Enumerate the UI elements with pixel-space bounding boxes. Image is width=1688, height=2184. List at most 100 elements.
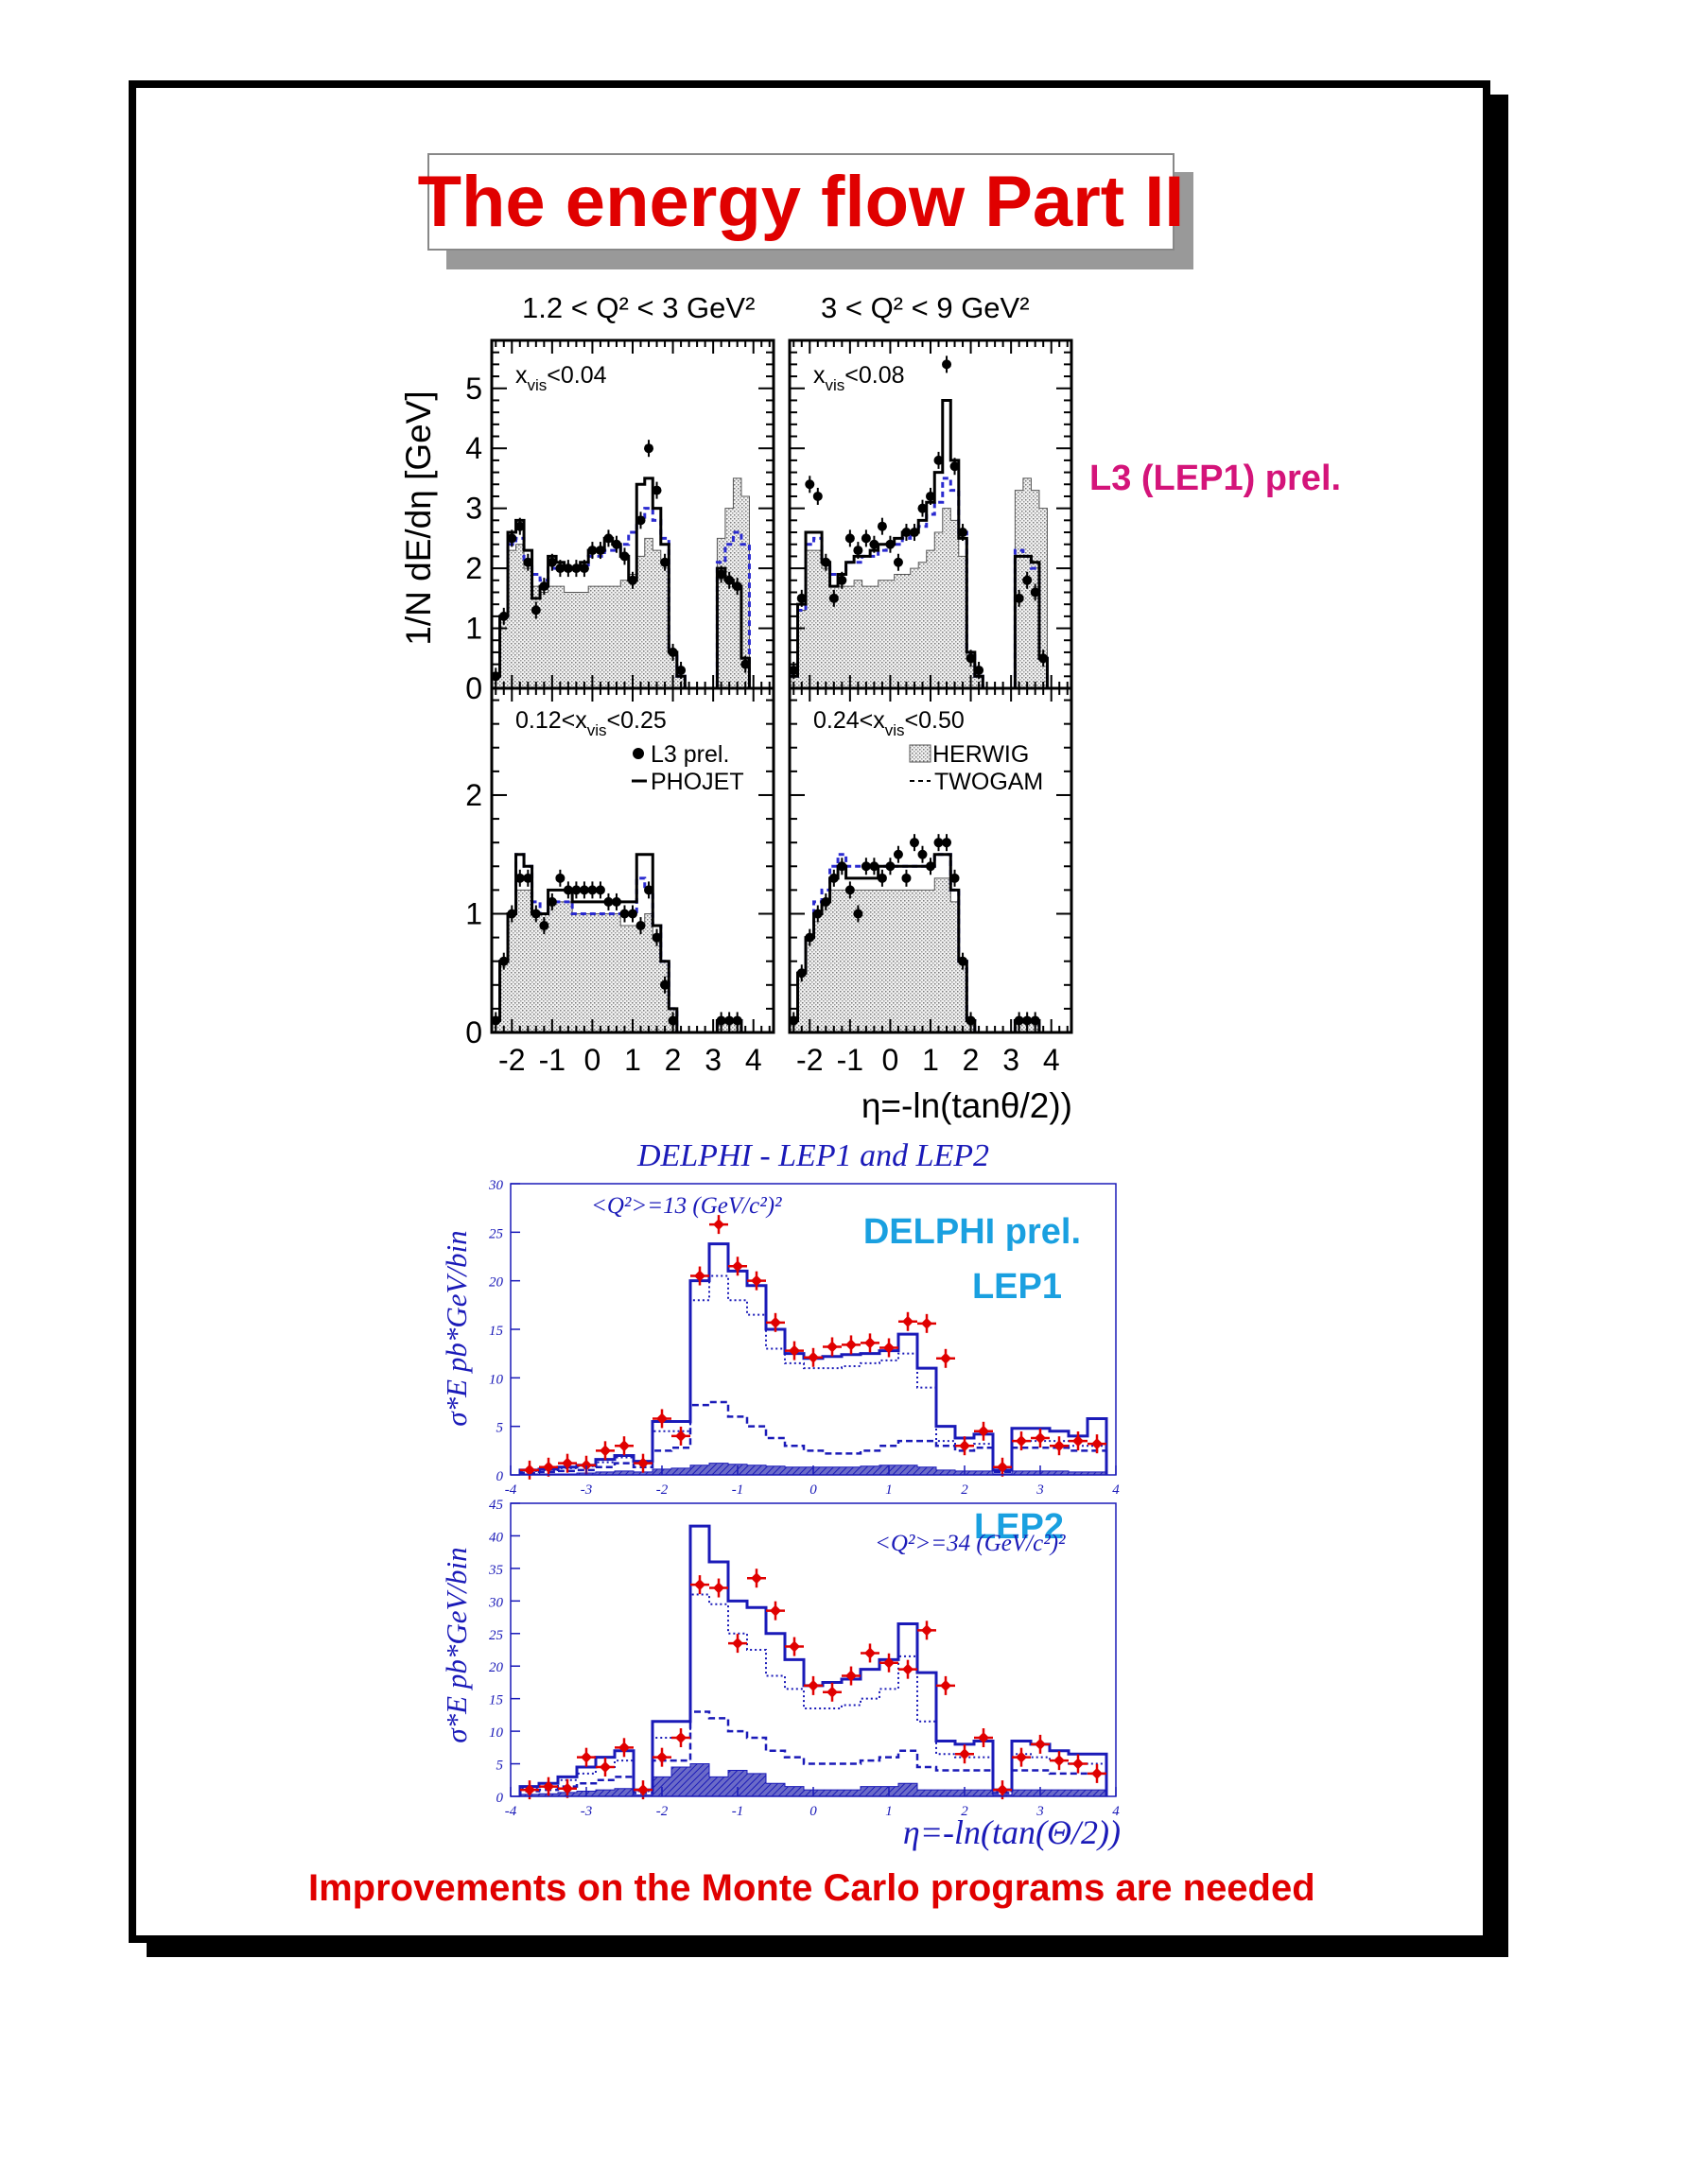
delphi-ylabel-top: σ*E pb*GeV/bin [440,1230,473,1426]
delphi-lep1-point [902,1315,914,1327]
delphi-lep2-point [637,1784,649,1796]
l3-p2-point [877,521,887,531]
l3-p4-point [837,861,847,872]
l3-p3-point [652,932,662,943]
delphi-prel-label: DELPHI prel. [863,1212,1081,1252]
l3-p1-point [611,539,621,549]
l3-p3-point [571,885,582,895]
l3-p2-point [844,533,855,544]
l3-p1-point [563,563,573,574]
l3-p3-point [603,896,614,907]
delphi-lep2-point [600,1761,611,1773]
l3-p4-point [926,861,935,872]
l3-ylabel: 1/N dE/dη [GeV] [399,390,438,645]
delphi-lep2-xtick-label: 2 [961,1804,968,1819]
l3-p1-point [514,521,525,531]
l3-xlabel: η=-ln(tanθ/2)) [861,1086,1072,1125]
l3-p2-point [909,528,919,538]
delphi-lep2-ytick-label: 0 [496,1791,504,1806]
l3-p3-point [539,921,549,931]
l3-p3-point [555,873,566,883]
delphi-lep2-xtick-label: -2 [656,1804,669,1819]
l3-side-label: L3 (LEP1) prel. [1089,459,1342,498]
l3-p1-point [579,563,589,574]
l3-p2-point [933,455,944,465]
delphi-lep2-point [713,1582,724,1594]
delphi-q2-top: <Q²>=13 (GeV/c²)² [591,1193,782,1219]
delphi-lep2-xtick-label: -4 [505,1804,517,1819]
delphi-lep1-ytick-label: 10 [489,1372,504,1387]
delphi-lep1-ytick-label: 30 [488,1178,504,1193]
delphi-lep2-ytick-label: 10 [489,1725,504,1741]
l3-p3-point [644,885,654,895]
delphi-lep1-xtick-label: -4 [505,1482,517,1498]
delphi-lep2-ytick-label: 30 [488,1595,504,1610]
delphi-lep2-xtick-label: 3 [1035,1804,1044,1819]
l3-p1-point [619,551,630,562]
l3-p1-ytick-label: 2 [465,551,482,585]
l3-p4-point [853,909,863,919]
l3-p4-point [1014,1015,1024,1026]
delphi-lep1-xtick-label: 0 [809,1482,817,1498]
delphi-lep1-point [864,1337,876,1349]
delphi-lep1-point [940,1352,951,1364]
l3-p4-xtick-label: 4 [1043,1043,1060,1077]
l3-p3-xtick-label: -1 [539,1043,566,1077]
l3-p4-point [909,838,919,848]
l3-p3-point [660,979,670,990]
delphi-header: DELPHI - LEP1 and LEP2 [636,1138,989,1173]
delphi-lep1-point [845,1339,857,1351]
l3-p2-point [812,491,823,501]
slide-title: The energy flow Part II [417,162,1185,242]
delphi-lep2-ytick-label: 40 [489,1530,504,1545]
l3-p4-point [844,885,855,895]
legend-label-phojet: PHOJET [651,769,744,795]
delphi-lep2-ytick-label: 20 [489,1660,504,1675]
legend-marker-herwig [909,744,931,763]
delphi-lep2-ytick-label: 45 [489,1498,504,1513]
l3-p1-point [732,581,742,592]
l3-p4-point [1030,1015,1040,1026]
l3-p2-point [893,557,903,567]
delphi-lep1-point [827,1341,838,1353]
l3-p2-point [853,546,863,556]
l3-p1-point [531,605,541,615]
delphi-lep2-hatched-area [519,1763,1107,1797]
delphi-lep2-ytick-label: 25 [489,1628,504,1643]
delphi-lep2-point [618,1742,630,1754]
l3-p2-point [885,539,896,549]
delphi-lep1-point [600,1445,611,1457]
l3-p1-point [716,569,726,580]
l3-p4-point [821,896,831,907]
l3-p1-ytick-label: 5 [465,372,482,406]
l3-p2-point [974,665,984,675]
l3-p3-point [628,909,637,919]
delphi-lep1-xtick-label: 1 [885,1482,893,1498]
delphi-lep2-point [845,1670,857,1682]
delphi-lep2-point [959,1748,970,1760]
l3-p1-point [724,575,735,585]
l3-panel-label-1: xvis<0.04 [515,362,607,394]
l3-p2-point [821,557,831,567]
l3-p3-point [547,896,557,907]
l3-p1-point [498,611,509,621]
delphi-lep1-ytick-label: 20 [489,1275,504,1291]
delphi-lep2-point [902,1663,914,1675]
delphi-lep2-point [1016,1751,1027,1763]
delphi-lep2-point [656,1751,668,1763]
delphi-lep2-ytick-label: 35 [488,1563,504,1578]
l3-p3-xtick-label: 3 [705,1043,722,1077]
l3-p4-point [901,873,912,883]
l3-p4-point [933,838,944,848]
l3-p4-point [958,956,968,966]
l3-p1-point [539,581,549,592]
delphi-lep2-point [940,1679,951,1691]
delphi-lep2-point [864,1647,876,1659]
delphi-lep1-xtick-label: 3 [1035,1482,1044,1498]
l3-p4-xtick-label: -1 [837,1043,863,1077]
legend-marker-l3 [633,748,644,759]
l3-p3-point [724,1015,735,1026]
l3-p2-phojet-line [788,398,1064,690]
l3-p4-point [828,873,839,883]
delphi-lep1-point [959,1440,970,1452]
